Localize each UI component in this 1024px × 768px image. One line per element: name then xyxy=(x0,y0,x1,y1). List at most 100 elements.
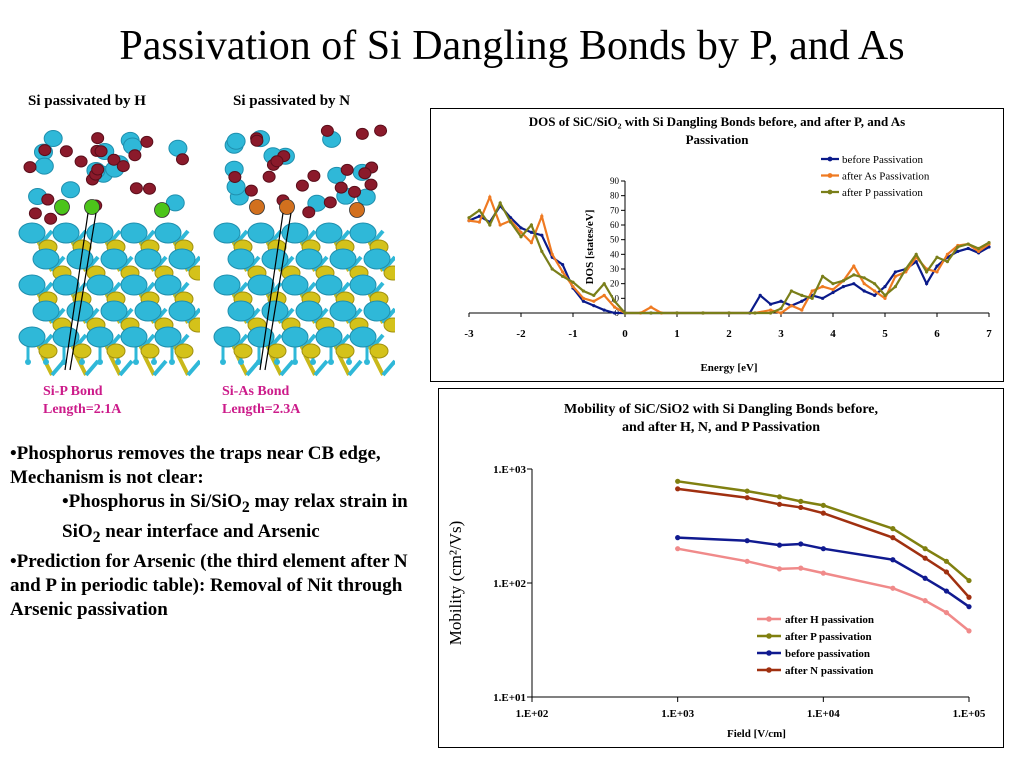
c-atom xyxy=(106,343,126,359)
si-c-bond-stick xyxy=(40,354,54,376)
dos-legend-marker xyxy=(827,156,833,162)
h-atom xyxy=(346,359,352,365)
si-atom xyxy=(100,300,128,322)
dos-data-point xyxy=(893,270,897,274)
mobility-legend-marker xyxy=(766,616,772,622)
dos-data-point xyxy=(623,311,627,315)
dos-y-tick-label: 20 xyxy=(610,279,620,289)
dos-data-point xyxy=(945,260,950,264)
dos-data-point xyxy=(904,267,908,271)
mobility-x-tick-label: 1.E+04 xyxy=(807,708,840,720)
mobility-x-tick-label: 1.E+02 xyxy=(516,708,549,720)
si-atom xyxy=(226,132,246,150)
o-atom xyxy=(323,196,337,209)
o-atom xyxy=(128,149,142,162)
si-c-bond-stick xyxy=(313,255,329,273)
si-atom xyxy=(363,300,391,322)
mobility-chart: 1.E+02 1.E+03 1.E+04 1.E+05 1.E+01 1.E+02 1.E+… xyxy=(446,464,986,740)
dos-data-point xyxy=(956,245,960,249)
si-atom xyxy=(86,222,114,244)
dos-data-point xyxy=(831,287,835,292)
dos-data-point xyxy=(977,246,981,251)
dopant-atom xyxy=(279,199,295,215)
h-atom xyxy=(220,359,226,365)
c-atom xyxy=(174,343,194,359)
si-c-bond-stick xyxy=(152,307,168,325)
si-c-bond-stick xyxy=(118,307,134,325)
mobility-legend-label: after H passivation xyxy=(785,614,874,626)
dos-data-point xyxy=(727,311,731,315)
dos-data-point xyxy=(914,260,918,264)
c-atom xyxy=(188,265,200,281)
si-atom xyxy=(18,222,46,244)
dos-data-point xyxy=(873,289,877,293)
o-atom xyxy=(228,171,242,184)
c-atom xyxy=(140,343,160,359)
o-atom xyxy=(91,132,105,145)
si-atom xyxy=(315,274,343,296)
left-structure-caption: Si passivated by H xyxy=(28,93,146,109)
mobility-data-point xyxy=(744,488,750,494)
o-atom xyxy=(107,153,121,166)
o-atom xyxy=(140,135,154,148)
bond-pointer-arrow xyxy=(69,212,97,371)
o-atom xyxy=(334,181,348,194)
dos-data-point xyxy=(498,201,502,205)
mobility-y-tick-label: 1.E+03 xyxy=(493,464,526,476)
si-atom xyxy=(247,326,275,348)
dos-data-point xyxy=(649,305,653,309)
si-c-bond-stick xyxy=(269,354,283,376)
dos-chart-title: DOS of SiC/SiO₂ with Si Dangling Bonds b… xyxy=(528,114,906,147)
si-c-bond-stick xyxy=(118,255,134,273)
si-atom xyxy=(295,248,323,270)
dos-x-tick-label: 0 xyxy=(622,328,628,340)
mobility-data-point xyxy=(776,566,783,572)
h-atom xyxy=(238,359,244,365)
si-c-bond-stick xyxy=(152,255,168,273)
si-atom xyxy=(213,274,241,296)
dos-x-axis-label: Energy [eV] xyxy=(700,362,757,374)
si-c-bond-stick xyxy=(279,307,295,325)
si-c-bond-stick xyxy=(50,255,66,273)
c-atom xyxy=(188,317,200,333)
mobility-legend-marker xyxy=(766,633,772,639)
si-atom xyxy=(120,274,148,296)
dos-data-point xyxy=(540,233,544,237)
dos-legend-label: before Passivation xyxy=(842,154,923,166)
dos-data-point xyxy=(753,311,757,315)
mobility-data-point xyxy=(744,538,750,544)
si-atom xyxy=(315,222,343,244)
dos-data-point xyxy=(701,311,705,315)
c-atom xyxy=(301,343,321,359)
dos-x-tick-label: 6 xyxy=(934,328,940,340)
dos-x-tick-label: -1 xyxy=(568,328,577,340)
dos-x-tick-label: 5 xyxy=(882,328,888,340)
dos-data-point xyxy=(550,267,554,271)
dos-data-point xyxy=(779,311,783,315)
dos-chart-panel: DOS of SiC/SiO₂ with Si Dangling Bonds b… xyxy=(430,108,1004,382)
o-atom xyxy=(38,144,52,157)
dos-data-point xyxy=(883,285,887,289)
dos-data-point xyxy=(935,270,939,274)
mobility-data-point xyxy=(966,604,972,610)
h-atom xyxy=(115,359,121,365)
si-atom xyxy=(165,194,185,212)
si-c-bond-stick xyxy=(84,255,100,273)
mobility-data-point xyxy=(966,594,972,600)
dos-data-point xyxy=(852,273,856,277)
si-c-bond-stick xyxy=(381,307,395,325)
bond-pointer-arrow xyxy=(264,212,292,371)
c-atom xyxy=(383,317,395,333)
mobility-data-point xyxy=(744,495,750,501)
si-as-bond-label: Si-As Bond Length=2.3A xyxy=(222,383,300,419)
mobility-data-point xyxy=(744,558,750,564)
si-atom xyxy=(61,181,81,199)
si-atom xyxy=(213,326,241,348)
si-atom xyxy=(100,248,128,270)
si-atom xyxy=(281,222,309,244)
dos-data-point xyxy=(561,270,565,274)
dos-x-tick-label: -2 xyxy=(516,328,526,340)
mobility-legend-label: after P passivation xyxy=(785,631,872,643)
dos-data-point xyxy=(581,296,585,300)
si-c-bond-stick xyxy=(50,307,66,325)
